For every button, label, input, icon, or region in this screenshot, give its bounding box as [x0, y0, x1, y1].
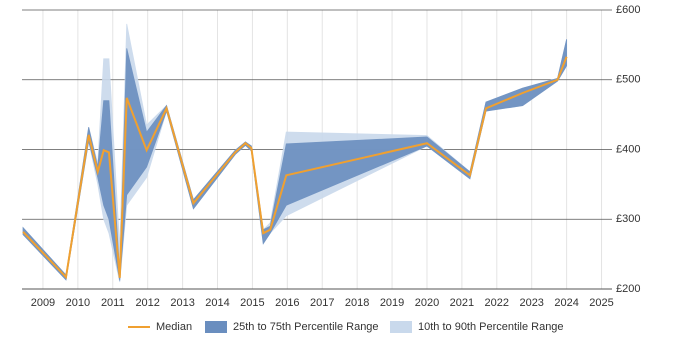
y-tick-label: £300 [616, 213, 640, 225]
x-tick-label: 2016 [275, 297, 299, 309]
y-tick-label: £200 [616, 283, 640, 295]
x-tick-label: 2015 [240, 297, 264, 309]
x-tick-label: 2011 [101, 297, 125, 309]
legend-swatch [205, 321, 227, 333]
x-tick-label: 2020 [415, 297, 439, 309]
x-tick-label: 2023 [519, 297, 543, 309]
x-tick-label: 2019 [380, 297, 404, 309]
x-tick-label: 2017 [310, 297, 334, 309]
median-line [22, 56, 568, 280]
legend-swatch [390, 321, 412, 333]
x-tick-label: 2013 [170, 297, 194, 309]
x-tick-label: 2021 [450, 297, 474, 309]
legend-label: 10th to 90th Percentile Range [418, 321, 564, 333]
x-tick-label: 2012 [135, 297, 159, 309]
percentile-band [22, 39, 568, 281]
y-tick-label: £400 [616, 143, 640, 155]
x-tick-label: 2024 [554, 297, 578, 309]
x-tick-label: 2022 [485, 297, 509, 309]
y-tick-label: £600 [616, 4, 640, 16]
legend-label: Median [156, 321, 192, 333]
legend-label: 25th to 75th Percentile Range [233, 321, 379, 333]
x-tick-label: 2018 [345, 297, 369, 309]
x-tick-label: 2009 [31, 297, 55, 309]
x-tick-label: 2025 [589, 297, 613, 309]
x-tick-label: 2014 [205, 297, 229, 309]
x-tick-label: 2010 [66, 297, 90, 309]
y-tick-label: £500 [616, 74, 640, 86]
